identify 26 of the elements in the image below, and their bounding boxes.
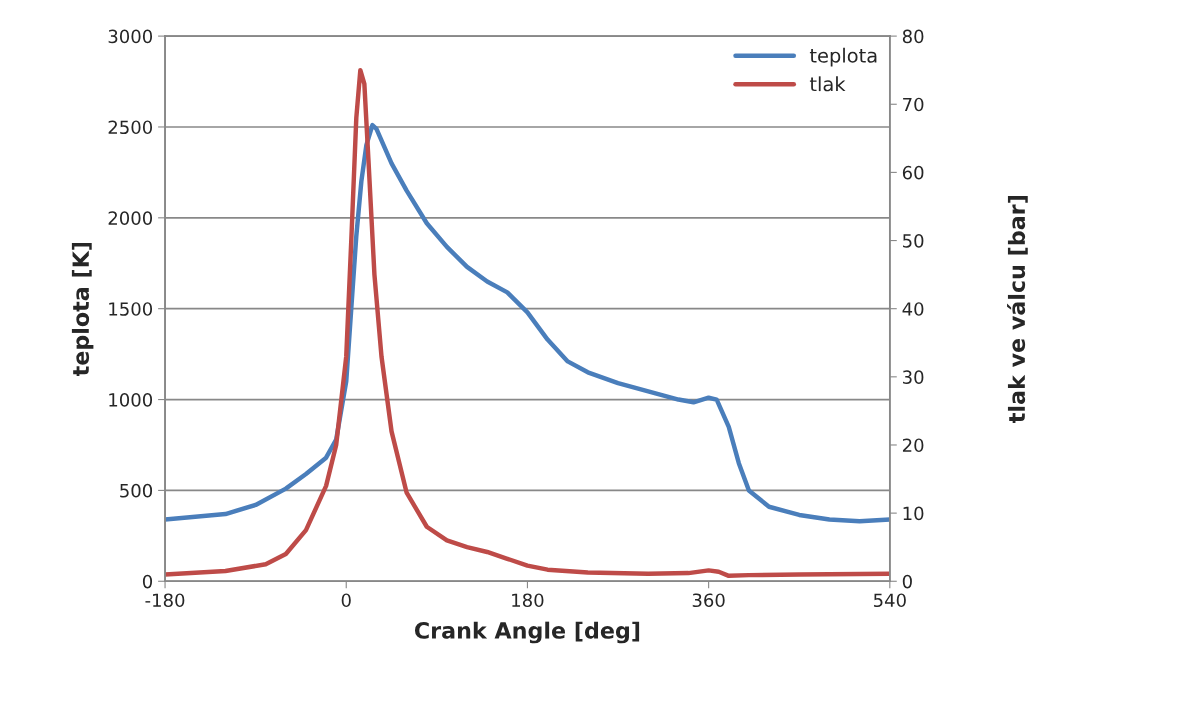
y2-tick-label: 70 [903, 97, 924, 112]
legend-label: tlak [809, 76, 846, 92]
y-tick-label: 2000 [108, 211, 153, 225]
y2-tick-label: 50 [903, 234, 924, 248]
legend-label: teplota [809, 47, 877, 67]
x-tick-label: 180 [512, 593, 544, 608]
y2-tick-label: 60 [902, 165, 924, 180]
y2-tick-label: 0 [902, 574, 912, 589]
x-axis-title: Crank Angle [deg] [414, 621, 640, 644]
y2-tick-label: 30 [903, 370, 924, 384]
x-tick-label: 0 [341, 593, 351, 608]
y2-tick-label: 10 [903, 506, 924, 521]
y-tick-label: 2500 [108, 120, 153, 135]
y2-tick-label: 40 [902, 302, 924, 316]
y-tick-label: 3000 [108, 29, 153, 44]
y-tick-label: 500 [120, 483, 153, 498]
x-tick-label: 360 [692, 593, 725, 608]
y-tick-label: 0 [142, 574, 153, 589]
y-tick-label: 1000 [109, 393, 153, 407]
y-axis-title: teplota [K] [71, 242, 94, 377]
x-tick-label: 540 [873, 593, 906, 608]
x-tick-label: -180 [145, 593, 185, 608]
y-tick-label: 1500 [109, 302, 153, 316]
y2-tick-label: 20 [902, 438, 924, 453]
y2-axis-title: tlak ve válcu [bar] [1007, 196, 1028, 423]
y2-tick-label: 80 [902, 29, 924, 44]
